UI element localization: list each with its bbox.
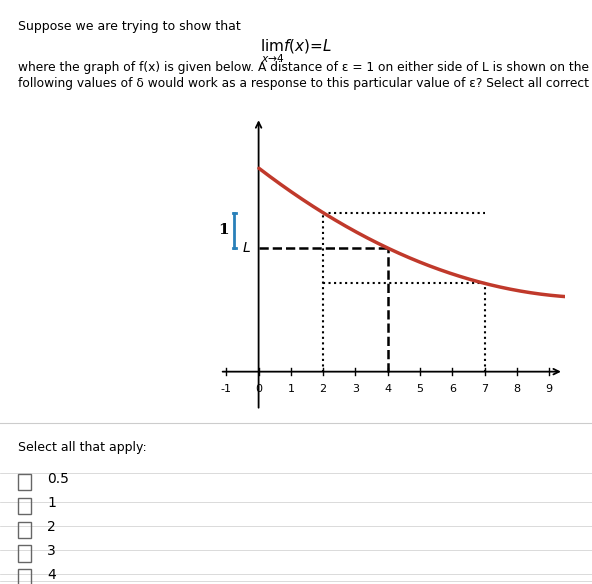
Text: 1: 1 <box>218 224 229 238</box>
Text: 3: 3 <box>47 544 56 558</box>
Text: 4: 4 <box>384 384 391 394</box>
Text: 8: 8 <box>513 384 520 394</box>
Text: 7: 7 <box>481 384 488 394</box>
Text: Select all that apply:: Select all that apply: <box>18 441 146 454</box>
Text: 6: 6 <box>449 384 456 394</box>
Text: 4: 4 <box>47 568 56 582</box>
Text: 5: 5 <box>417 384 423 394</box>
Text: 2: 2 <box>47 520 56 534</box>
Text: 0: 0 <box>255 384 262 394</box>
Text: 1: 1 <box>287 384 294 394</box>
Text: -1: -1 <box>221 384 232 394</box>
Text: 1: 1 <box>47 496 56 510</box>
Text: Suppose we are trying to show that: Suppose we are trying to show that <box>18 20 240 33</box>
Text: 9: 9 <box>546 384 553 394</box>
Text: 3: 3 <box>352 384 359 394</box>
Text: 2: 2 <box>320 384 327 394</box>
Text: $\lim_{x \to 4} f(x) = L$: $\lim_{x \to 4} f(x) = L$ <box>260 38 332 65</box>
Text: where the graph of f(x) is given below. A distance of ε = 1 on either side of L : where the graph of f(x) is given below. … <box>18 61 592 74</box>
Text: following values of δ would work as a response to this particular value of ε? Se: following values of δ would work as a re… <box>18 77 592 90</box>
Text: 0.5: 0.5 <box>47 472 69 486</box>
Text: $L$: $L$ <box>242 241 250 255</box>
